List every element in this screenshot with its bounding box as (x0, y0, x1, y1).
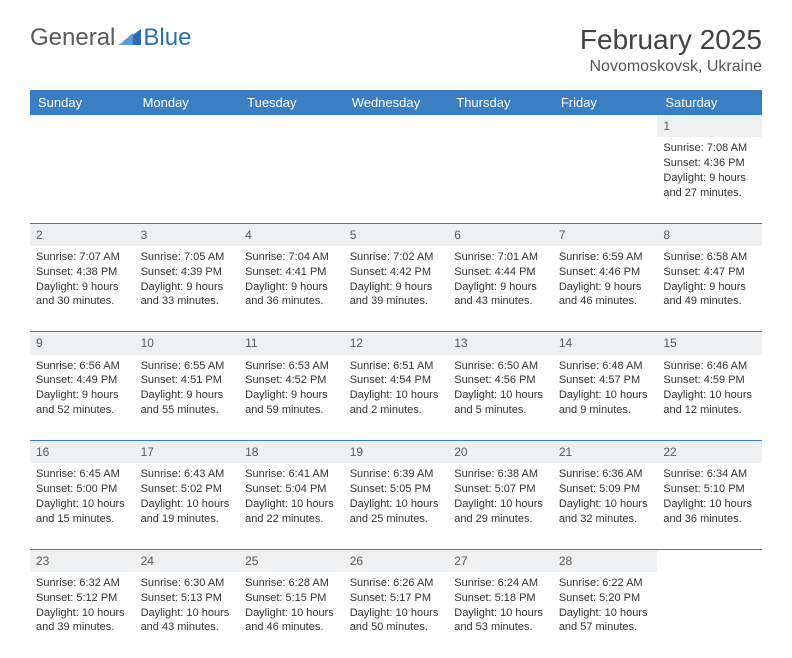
day-number: 4 (239, 223, 344, 246)
weekday-header-row: Sunday Monday Tuesday Wednesday Thursday… (30, 90, 762, 115)
day-detail: Sunrise: 6:48 AM Sunset: 4:57 PM Dayligh… (553, 355, 658, 441)
calendar-table: Sunday Monday Tuesday Wednesday Thursday… (30, 90, 762, 658)
day-detail: Sunrise: 6:39 AM Sunset: 5:05 PM Dayligh… (344, 463, 449, 549)
day-number: 19 (344, 441, 449, 464)
day-number: 5 (344, 223, 449, 246)
day-number (239, 115, 344, 137)
day-detail: Sunrise: 6:41 AM Sunset: 5:04 PM Dayligh… (239, 463, 344, 549)
day-detail: Sunrise: 6:22 AM Sunset: 5:20 PM Dayligh… (553, 572, 658, 658)
day-detail: Sunrise: 6:46 AM Sunset: 4:59 PM Dayligh… (657, 355, 762, 441)
day-detail: Sunrise: 6:43 AM Sunset: 5:02 PM Dayligh… (135, 463, 240, 549)
day-number (448, 115, 553, 137)
day-detail: Sunrise: 6:30 AM Sunset: 5:13 PM Dayligh… (135, 572, 240, 658)
daynum-row: 9101112131415 (30, 332, 762, 355)
day-number: 21 (553, 441, 658, 464)
day-number: 10 (135, 332, 240, 355)
day-detail (135, 137, 240, 223)
day-number: 25 (239, 549, 344, 572)
day-number: 14 (553, 332, 658, 355)
day-detail: Sunrise: 6:38 AM Sunset: 5:07 PM Dayligh… (448, 463, 553, 549)
page-header: General Blue February 2025 Novomoskovsk,… (30, 24, 762, 76)
day-detail (553, 137, 658, 223)
day-number: 17 (135, 441, 240, 464)
day-detail: Sunrise: 6:51 AM Sunset: 4:54 PM Dayligh… (344, 355, 449, 441)
weekday-header: Tuesday (239, 90, 344, 115)
day-detail (657, 572, 762, 658)
weekday-header: Sunday (30, 90, 135, 115)
day-number: 13 (448, 332, 553, 355)
daynum-row: 1 (30, 115, 762, 137)
day-detail: Sunrise: 6:58 AM Sunset: 4:47 PM Dayligh… (657, 246, 762, 332)
day-detail: Sunrise: 7:05 AM Sunset: 4:39 PM Dayligh… (135, 246, 240, 332)
day-number: 23 (30, 549, 135, 572)
day-number: 20 (448, 441, 553, 464)
triangle-icon (119, 24, 141, 52)
calendar-body: 1Sunrise: 7:08 AM Sunset: 4:36 PM Daylig… (30, 115, 762, 658)
day-number: 22 (657, 441, 762, 464)
day-number: 28 (553, 549, 658, 572)
day-number: 26 (344, 549, 449, 572)
day-number: 16 (30, 441, 135, 464)
day-number: 27 (448, 549, 553, 572)
day-detail: Sunrise: 6:36 AM Sunset: 5:09 PM Dayligh… (553, 463, 658, 549)
brand-part2: Blue (143, 24, 191, 52)
detail-row: Sunrise: 6:32 AM Sunset: 5:12 PM Dayligh… (30, 572, 762, 658)
day-detail: Sunrise: 6:50 AM Sunset: 4:56 PM Dayligh… (448, 355, 553, 441)
day-detail (30, 137, 135, 223)
day-detail: Sunrise: 7:04 AM Sunset: 4:41 PM Dayligh… (239, 246, 344, 332)
day-detail (448, 137, 553, 223)
day-detail: Sunrise: 7:08 AM Sunset: 4:36 PM Dayligh… (657, 137, 762, 223)
day-number: 9 (30, 332, 135, 355)
day-number (553, 115, 658, 137)
brand-logo: General Blue (30, 24, 191, 52)
location-label: Novomoskovsk, Ukraine (580, 58, 762, 76)
day-detail: Sunrise: 6:24 AM Sunset: 5:18 PM Dayligh… (448, 572, 553, 658)
day-number: 6 (448, 223, 553, 246)
day-number: 1 (657, 115, 762, 137)
day-number (657, 549, 762, 572)
day-number (30, 115, 135, 137)
weekday-header: Saturday (657, 90, 762, 115)
weekday-header: Thursday (448, 90, 553, 115)
title-block: February 2025 Novomoskovsk, Ukraine (580, 24, 762, 76)
day-detail: Sunrise: 7:07 AM Sunset: 4:38 PM Dayligh… (30, 246, 135, 332)
day-detail: Sunrise: 6:59 AM Sunset: 4:46 PM Dayligh… (553, 246, 658, 332)
day-detail: Sunrise: 6:53 AM Sunset: 4:52 PM Dayligh… (239, 355, 344, 441)
day-detail: Sunrise: 6:45 AM Sunset: 5:00 PM Dayligh… (30, 463, 135, 549)
day-number: 12 (344, 332, 449, 355)
day-detail: Sunrise: 6:28 AM Sunset: 5:15 PM Dayligh… (239, 572, 344, 658)
month-title: February 2025 (580, 24, 762, 56)
daynum-row: 2345678 (30, 223, 762, 246)
day-detail: Sunrise: 6:55 AM Sunset: 4:51 PM Dayligh… (135, 355, 240, 441)
day-detail (344, 137, 449, 223)
day-number: 3 (135, 223, 240, 246)
day-number (344, 115, 449, 137)
day-detail: Sunrise: 7:01 AM Sunset: 4:44 PM Dayligh… (448, 246, 553, 332)
day-detail: Sunrise: 6:32 AM Sunset: 5:12 PM Dayligh… (30, 572, 135, 658)
day-detail (239, 137, 344, 223)
day-number: 24 (135, 549, 240, 572)
daynum-row: 232425262728 (30, 549, 762, 572)
day-detail: Sunrise: 6:56 AM Sunset: 4:49 PM Dayligh… (30, 355, 135, 441)
day-number: 15 (657, 332, 762, 355)
detail-row: Sunrise: 6:56 AM Sunset: 4:49 PM Dayligh… (30, 355, 762, 441)
day-number: 7 (553, 223, 658, 246)
detail-row: Sunrise: 7:08 AM Sunset: 4:36 PM Dayligh… (30, 137, 762, 223)
day-detail: Sunrise: 6:34 AM Sunset: 5:10 PM Dayligh… (657, 463, 762, 549)
weekday-header: Friday (553, 90, 658, 115)
daynum-row: 16171819202122 (30, 441, 762, 464)
day-number: 11 (239, 332, 344, 355)
detail-row: Sunrise: 6:45 AM Sunset: 5:00 PM Dayligh… (30, 463, 762, 549)
detail-row: Sunrise: 7:07 AM Sunset: 4:38 PM Dayligh… (30, 246, 762, 332)
day-detail: Sunrise: 7:02 AM Sunset: 4:42 PM Dayligh… (344, 246, 449, 332)
day-number (135, 115, 240, 137)
weekday-header: Monday (135, 90, 240, 115)
weekday-header: Wednesday (344, 90, 449, 115)
brand-part1: General (30, 24, 115, 52)
day-number: 18 (239, 441, 344, 464)
day-number: 8 (657, 223, 762, 246)
day-number: 2 (30, 223, 135, 246)
day-detail: Sunrise: 6:26 AM Sunset: 5:17 PM Dayligh… (344, 572, 449, 658)
